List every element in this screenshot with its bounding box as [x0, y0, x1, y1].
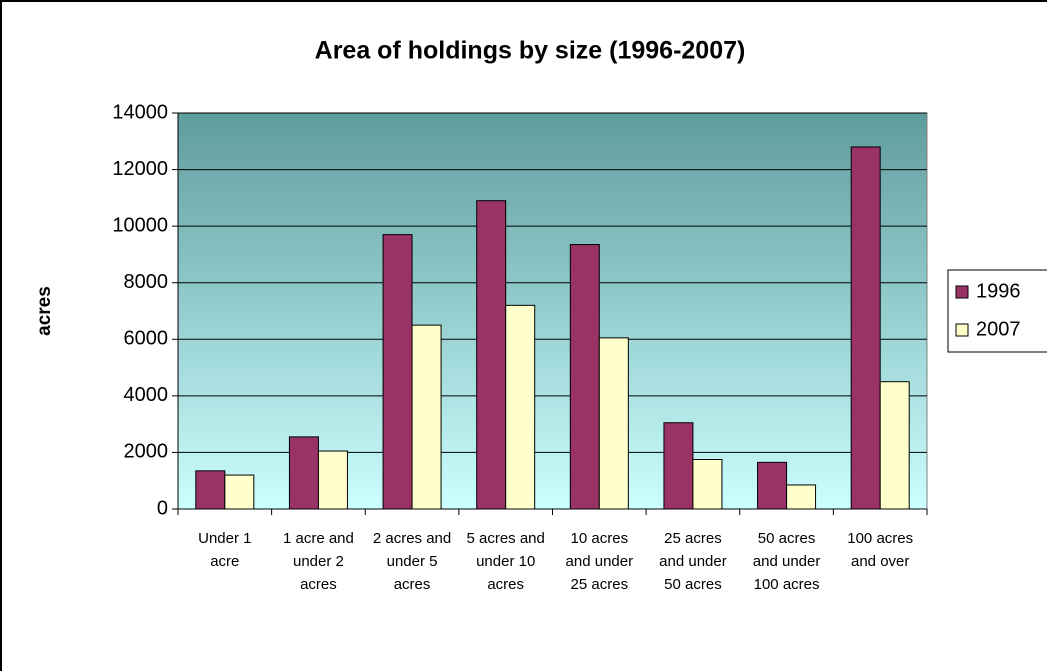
bar	[569, 244, 600, 510]
x-tick-label: 50 acres and under 100 acres	[752, 530, 821, 593]
x-tick-label: 1 acre and under 2 acres	[282, 530, 354, 593]
y-tick-label: 4000	[124, 384, 169, 406]
y-tick-label: 0	[157, 497, 168, 519]
legend-swatch	[955, 323, 969, 337]
x-tick-label: 10 acres and under 25 acres	[565, 530, 634, 593]
bar	[411, 324, 442, 510]
y-tick-label: 8000	[124, 271, 169, 293]
bar	[317, 450, 348, 510]
y-tick-label: 6000	[124, 328, 169, 350]
y-tick-label: 10000	[112, 214, 168, 236]
legend-box	[947, 269, 1047, 353]
legend-label: 1996	[976, 280, 1021, 302]
bar	[663, 422, 694, 510]
bar	[382, 234, 413, 510]
x-tick-label: Under 1 acre	[198, 530, 252, 570]
bar	[879, 381, 910, 510]
y-tick-label: 12000	[112, 158, 168, 180]
x-tick-label: 5 acres and under 10 acres	[466, 530, 545, 593]
bar	[757, 461, 788, 510]
bar	[476, 200, 507, 510]
bar	[692, 459, 723, 510]
y-tick-label: 14000	[112, 101, 168, 123]
legend-label: 2007	[976, 318, 1021, 340]
bar	[786, 484, 817, 510]
x-tick-label: 25 acres and under 50 acres	[659, 530, 727, 593]
bar	[224, 474, 255, 510]
y-axis-label: acres	[34, 286, 55, 336]
bar	[288, 436, 319, 510]
bar	[598, 337, 629, 510]
bar	[505, 304, 536, 510]
x-tick-label: 2 acres and under 5 acres	[372, 530, 452, 593]
y-tick-label: 2000	[124, 441, 169, 463]
chart-title: Area of holdings by size (1996-2007)	[315, 37, 746, 65]
x-tick-label: 100 acres and over	[847, 530, 914, 570]
legend-swatch	[955, 285, 969, 299]
bar	[195, 470, 226, 510]
bar	[850, 146, 881, 510]
